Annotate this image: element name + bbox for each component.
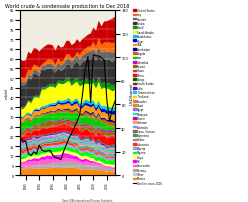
- Legend: United States, Iraq, Canada, Russia, Brazil, Saudi Arabia, Kazakhstan, Qatar, UA: United States, Iraq, Canada, Russia, Bra…: [133, 9, 162, 185]
- Y-axis label: mb/d: mb/d: [4, 88, 8, 98]
- Y-axis label: USD/barrel: USD/barrel: [129, 82, 133, 104]
- Text: Data: EIA International Energy Statistics: Data: EIA International Energy Statistic…: [62, 198, 112, 202]
- Title: World crude & condensate production to Dec 2018: World crude & condensate production to D…: [5, 4, 130, 9]
